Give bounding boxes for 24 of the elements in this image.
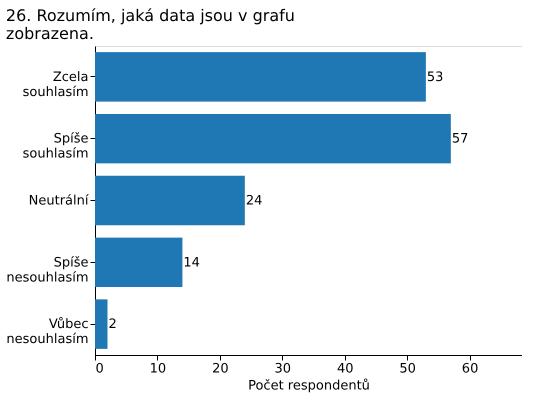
y-tick-label: Spíše souhlasím [22, 132, 88, 162]
y-tick-label: Vůbec nesouhlasím [6, 316, 88, 348]
x-tick-label: 20 [212, 362, 229, 376]
x-tick-label: 30 [274, 362, 292, 376]
x-tick-label: 10 [150, 362, 166, 376]
x-tick-label: 0 [96, 362, 104, 376]
data-label: 53 [426, 70, 444, 85]
bar [95, 52, 426, 102]
y-tick-label: Neutrální [28, 194, 89, 208]
chart-title: 26. Rozumím, jaká data jsou v grafu zobrazena. [6, 6, 295, 43]
y-tick-label: Spíše nesouhlasím [6, 255, 88, 286]
x-tick-label: 40 [336, 362, 354, 376]
bar [95, 299, 108, 349]
x-tick-label: 50 [399, 362, 416, 376]
data-label: 24 [246, 194, 262, 208]
data-label: 2 [108, 317, 117, 332]
bar [95, 238, 182, 288]
data-label: 57 [452, 132, 468, 147]
y-tick-label: Zcela souhlasím [22, 70, 88, 100]
data-label: 14 [183, 255, 200, 270]
bar [95, 114, 451, 164]
bar [95, 176, 245, 226]
x-tick-label: 60 [462, 362, 478, 376]
x-axis-title: Počet respondentů [248, 378, 370, 394]
